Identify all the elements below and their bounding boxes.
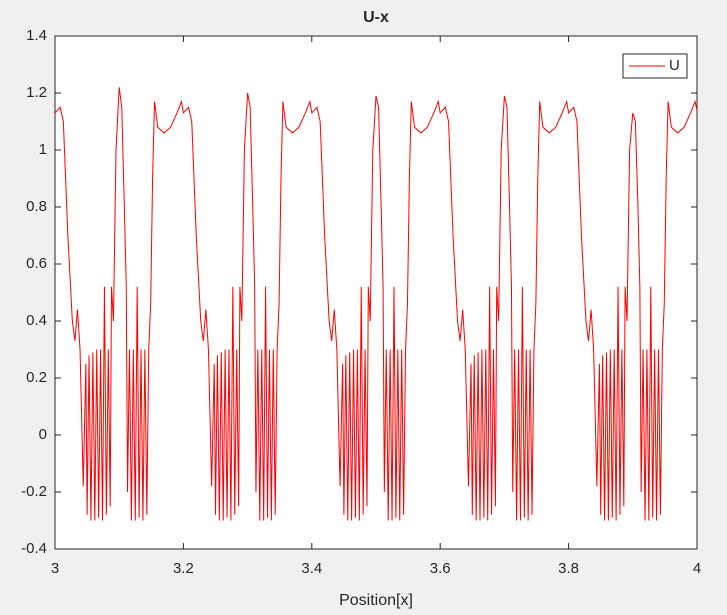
- y-tick-label: 1: [39, 141, 47, 158]
- x-tick-label: 3: [51, 560, 59, 577]
- chart-title: U-x: [363, 9, 389, 26]
- x-axis-label: Position[x]: [339, 592, 413, 609]
- y-tick-label: 1.4: [26, 27, 47, 44]
- y-tick-label: -0.4: [21, 540, 47, 557]
- y-tick-label: 0: [39, 426, 47, 443]
- line: [54, 87, 698, 521]
- x-tick-label: 3.6: [430, 560, 451, 577]
- x-tick-label: 4: [693, 560, 701, 577]
- x-tick-label: 3.2: [173, 560, 194, 577]
- legend-label: U: [669, 57, 680, 74]
- y-tick-label: 0.2: [26, 369, 47, 386]
- y-tick-label: -0.2: [21, 483, 47, 500]
- plot-area: [54, 35, 698, 550]
- y-tick-label: 0.8: [26, 198, 47, 215]
- y-tick-label: 0.6: [26, 255, 47, 272]
- x-tick-label: 3.4: [301, 560, 322, 577]
- x-tick-label: 3.8: [558, 560, 579, 577]
- y-tick-label: 1.2: [26, 84, 47, 101]
- y-tick-label: 0.4: [26, 312, 47, 329]
